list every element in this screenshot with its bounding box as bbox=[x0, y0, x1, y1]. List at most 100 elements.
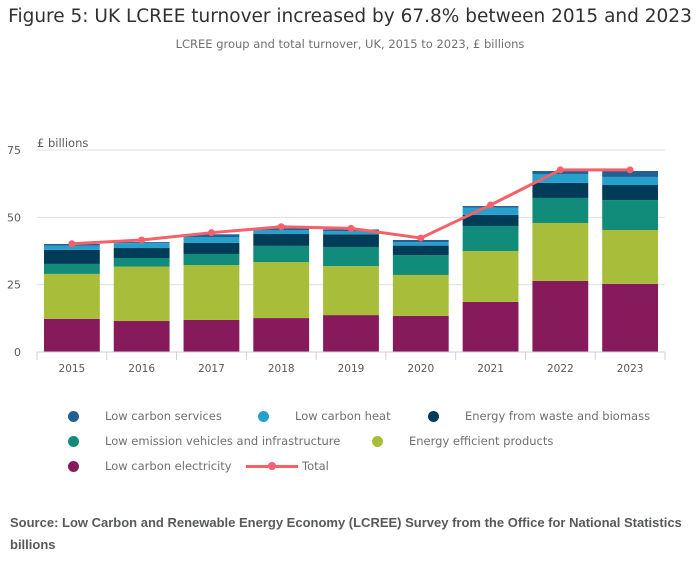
bar-segment[interactable] bbox=[113, 258, 170, 267]
legend-item-low-carbon-heat[interactable]: Low carbon heat bbox=[250, 405, 391, 427]
bar-segment[interactable] bbox=[323, 234, 379, 247]
bar-segment[interactable] bbox=[183, 265, 240, 320]
legend-dot-icon bbox=[68, 460, 79, 472]
bar-segment[interactable] bbox=[462, 225, 519, 251]
source-note: Source: Low Carbon and Renewable Energy … bbox=[10, 515, 682, 552]
legend-dot-icon bbox=[68, 435, 79, 447]
legend-label: Low emission vehicles and infrastructure bbox=[105, 434, 341, 448]
bar-segment[interactable] bbox=[43, 263, 100, 274]
bar-segment[interactable] bbox=[113, 243, 170, 249]
bar-segment[interactable] bbox=[392, 245, 449, 256]
legend-dot-icon bbox=[68, 410, 79, 422]
legend-dot-icon bbox=[258, 410, 269, 422]
bar-segment[interactable] bbox=[532, 197, 589, 223]
legend-dot-icon bbox=[428, 410, 439, 422]
total-line bbox=[68, 166, 634, 248]
total-point[interactable] bbox=[347, 224, 355, 232]
legend-dot-icon bbox=[372, 435, 383, 447]
total-point[interactable] bbox=[626, 166, 634, 174]
bar-segment[interactable] bbox=[462, 251, 519, 302]
legend-item-low-carbon-electricity[interactable]: Low carbon electricity bbox=[60, 455, 232, 477]
legend-label: Low carbon electricity bbox=[105, 459, 232, 473]
x-tick-label: 2021 bbox=[477, 363, 504, 375]
bar-segment[interactable] bbox=[43, 273, 100, 319]
legend-item-low-carbon-services[interactable]: Low carbon services bbox=[60, 405, 222, 427]
bar-segment[interactable] bbox=[323, 266, 379, 316]
bar-segment[interactable] bbox=[392, 255, 449, 275]
bar-segment[interactable] bbox=[602, 200, 659, 230]
legend-label: Energy efficient products bbox=[409, 434, 554, 448]
total-point[interactable] bbox=[138, 236, 146, 244]
bar-segment[interactable] bbox=[602, 176, 659, 186]
legend-item-energy-efficient-products[interactable]: Energy efficient products bbox=[364, 430, 553, 452]
chart-title: Figure 5: UK LCREE turnover increased by… bbox=[8, 6, 692, 27]
chart-subtitle: LCREE group and total turnover, UK, 2015… bbox=[175, 37, 525, 51]
bar-segment[interactable] bbox=[323, 315, 379, 352]
bar-segment[interactable] bbox=[253, 234, 310, 246]
y-axis-label: £ billions bbox=[37, 136, 88, 150]
bar-segment[interactable] bbox=[532, 280, 589, 352]
legend-item-energy-from-waste[interactable]: Energy from waste and biomass bbox=[420, 405, 650, 427]
bar-segment[interactable] bbox=[462, 301, 519, 352]
bar-segment[interactable] bbox=[532, 222, 589, 281]
bar-segment[interactable] bbox=[253, 245, 310, 263]
legend: Low carbon services Low carbon heat Ener… bbox=[60, 405, 690, 480]
legend-item-low-emission-vehicles[interactable]: Low emission vehicles and infrastructure bbox=[60, 430, 340, 452]
total-point[interactable] bbox=[417, 234, 425, 242]
bar-segment[interactable] bbox=[253, 262, 310, 319]
bar-segment[interactable] bbox=[602, 229, 659, 284]
total-point[interactable] bbox=[277, 223, 285, 231]
y-tick-label: 0 bbox=[14, 346, 21, 359]
y-tick-label: 75 bbox=[7, 144, 21, 157]
y-axis-ticks: 0 25 50 75 bbox=[7, 144, 21, 359]
y-tick-label: 25 bbox=[7, 279, 21, 292]
x-tick-label: 2020 bbox=[407, 363, 434, 375]
legend-label: Low carbon services bbox=[105, 409, 222, 423]
x-tick-label: 2016 bbox=[128, 363, 155, 375]
bar-segment[interactable] bbox=[253, 318, 310, 352]
bar-segment[interactable] bbox=[532, 173, 589, 183]
bar-segment[interactable] bbox=[253, 229, 310, 235]
legend-row: Low emission vehicles and infrastructure… bbox=[60, 430, 690, 455]
bar-segment[interactable] bbox=[323, 246, 379, 267]
bar-segment[interactable] bbox=[183, 236, 240, 243]
bar-segment[interactable] bbox=[43, 249, 100, 264]
bar-segment[interactable] bbox=[602, 185, 659, 201]
x-tick-label: 2022 bbox=[547, 363, 574, 375]
bar-segment[interactable] bbox=[183, 319, 240, 352]
bar-segment[interactable] bbox=[323, 231, 379, 235]
bar-segment[interactable] bbox=[43, 245, 100, 250]
legend-label: Total bbox=[302, 459, 329, 473]
stacked-bar-chart: 0 25 50 75 £ billions 2015 2016 2017 2018 2019 2… bbox=[7, 136, 666, 375]
x-tick-label: 2023 bbox=[617, 363, 644, 375]
x-tick-label: 2018 bbox=[268, 363, 295, 375]
legend-item-total[interactable]: Total bbox=[246, 455, 329, 477]
bar-segment[interactable] bbox=[183, 253, 240, 266]
total-point[interactable] bbox=[68, 240, 76, 248]
bar-segment[interactable] bbox=[462, 214, 519, 226]
bar-segment[interactable] bbox=[392, 274, 449, 316]
bar-segment[interactable] bbox=[113, 266, 170, 322]
total-point[interactable] bbox=[487, 201, 495, 209]
x-tick-label: 2019 bbox=[338, 363, 365, 375]
bar-segment[interactable] bbox=[602, 171, 659, 177]
x-tick-label: 2015 bbox=[59, 363, 86, 375]
legend-line-icon bbox=[246, 462, 298, 470]
bar-segment[interactable] bbox=[532, 182, 589, 198]
x-tick-label: 2017 bbox=[198, 363, 225, 375]
bars bbox=[43, 171, 659, 352]
bar-segment[interactable] bbox=[602, 283, 659, 352]
legend-row: Low carbon services Low carbon heat Ener… bbox=[60, 405, 690, 430]
y-tick-label: 50 bbox=[7, 211, 21, 224]
legend-row: Low carbon electricity Total bbox=[60, 455, 690, 480]
bar-segment[interactable] bbox=[462, 207, 519, 215]
bar-segment[interactable] bbox=[43, 318, 100, 352]
bar-segment[interactable] bbox=[392, 315, 449, 352]
bar-segment[interactable] bbox=[183, 242, 240, 254]
bar-segment[interactable] bbox=[113, 248, 170, 259]
bar-segment[interactable] bbox=[392, 242, 449, 246]
legend-label: Energy from waste and biomass bbox=[465, 409, 651, 423]
total-point[interactable] bbox=[207, 229, 215, 237]
bar-segment[interactable] bbox=[113, 321, 170, 352]
total-point[interactable] bbox=[556, 166, 564, 174]
